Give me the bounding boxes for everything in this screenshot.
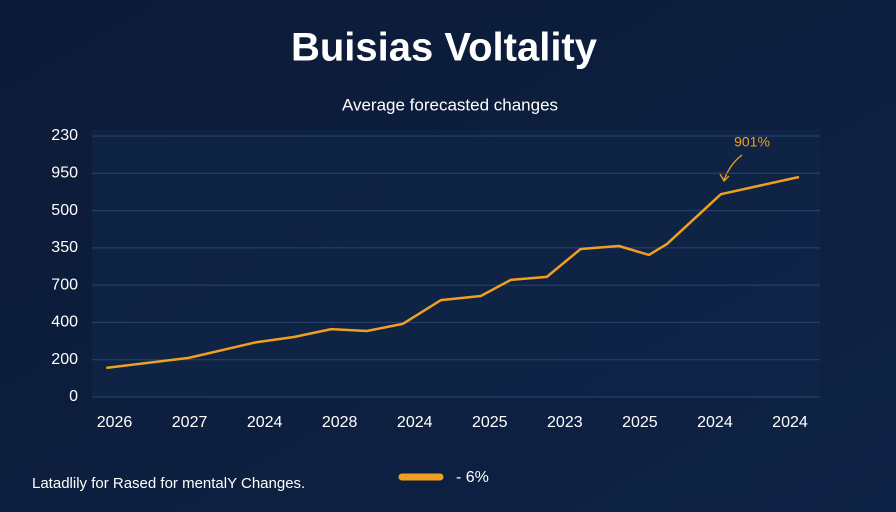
- plot: 0 200 400 700 350 500 950 230 2026 2027 2024 2028 20…: [51, 127, 820, 486]
- legend-label: - 6%: [456, 469, 489, 486]
- chart-title: Buisias Voltality: [291, 26, 598, 70]
- chart-subtitle: Average forecasted changes: [342, 95, 558, 114]
- x-tick-label: 2028: [322, 414, 358, 431]
- y-tick-label: 400: [51, 314, 78, 331]
- y-tick-label: 200: [51, 351, 78, 368]
- data-line: [106, 175, 800, 370]
- x-tick-label: 2024: [697, 414, 733, 431]
- y-tick-label: 230: [51, 127, 78, 144]
- annotation-arrow: [719, 154, 743, 183]
- x-tick-label: 2024: [397, 414, 433, 431]
- y-tick-label: 500: [51, 202, 78, 219]
- x-tick-label: 2027: [172, 414, 208, 431]
- x-tick-label: 2023: [547, 414, 583, 431]
- footer-note: Latadlily for Rased for mentalY Changes.: [32, 475, 305, 492]
- y-tick-label: 0: [69, 388, 78, 405]
- x-tick-label: 2025: [622, 414, 658, 431]
- y-tick-label: 700: [51, 276, 78, 293]
- annotation: 901%: [734, 134, 770, 150]
- y-tick-label: 950: [51, 165, 78, 182]
- x-tick-label: 2024: [772, 414, 808, 431]
- x-tick-label: 2024: [247, 414, 283, 431]
- x-tick-label: 2026: [97, 414, 133, 431]
- x-tick-label: 2025: [472, 414, 508, 431]
- plot-area: [92, 130, 820, 397]
- y-tick-label: 350: [51, 239, 78, 256]
